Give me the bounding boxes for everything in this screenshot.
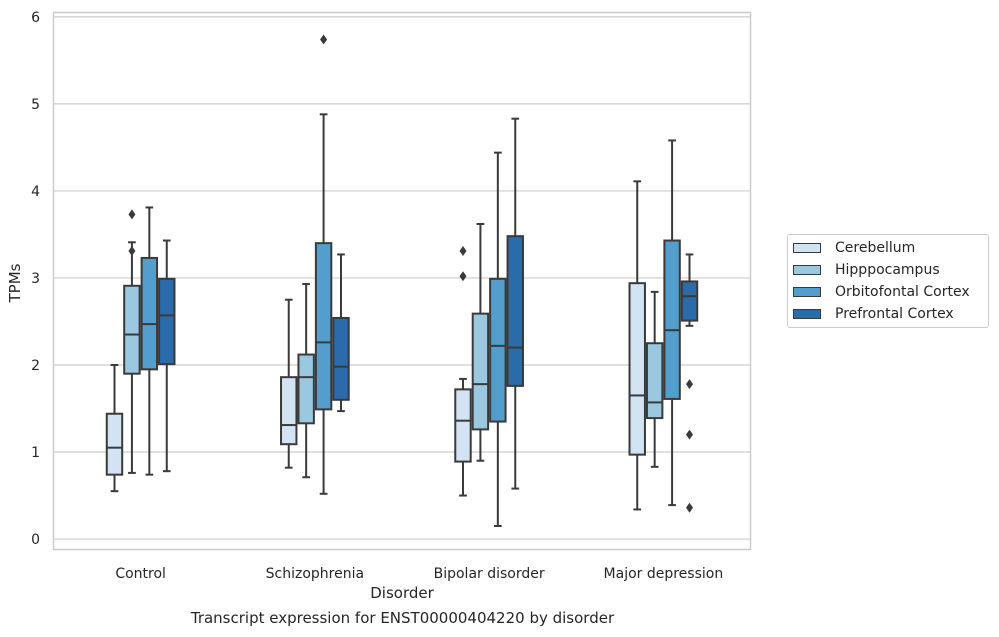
outlier-point bbox=[320, 34, 328, 45]
legend-swatch-cerebellum bbox=[793, 243, 821, 253]
box-2-1 bbox=[314, 34, 333, 495]
y-tick-label: 2 bbox=[31, 358, 40, 374]
legend-item-hippocampus: Hipppocampus bbox=[793, 261, 940, 279]
legend-swatch-orbitofrontal-cortex bbox=[793, 287, 821, 297]
y-tick-label: 0 bbox=[31, 532, 40, 548]
box-0-1 bbox=[280, 298, 298, 469]
legend-swatch-hippocampus bbox=[793, 265, 821, 275]
box-3-0 bbox=[158, 239, 176, 473]
x-tick-label: Major depression bbox=[604, 566, 724, 582]
legend: Cerebellum Hipppocampus Orbitofontal Cor… bbox=[787, 234, 989, 328]
x-axis-title: Disorder bbox=[370, 584, 434, 602]
box-iqr bbox=[506, 235, 524, 387]
box-iqr bbox=[297, 353, 315, 425]
box-1-0 bbox=[123, 209, 141, 474]
x-tick-label: Schizophrenia bbox=[266, 566, 364, 582]
legend-label: Orbitofontal Cortex bbox=[835, 284, 970, 300]
x-tick-label: Control bbox=[115, 566, 166, 582]
y-tick-labels: 0 1 2 3 4 5 6 bbox=[31, 10, 40, 548]
box-iqr bbox=[471, 312, 490, 431]
outlier-point bbox=[459, 271, 467, 282]
legend-item-prefrontal-cortex: Prefrontal Cortex bbox=[793, 305, 954, 323]
box-3-2 bbox=[506, 117, 524, 490]
y-axis-title: TPMs bbox=[6, 263, 24, 303]
y-tick-label: 1 bbox=[31, 445, 40, 461]
box-0-3 bbox=[628, 180, 646, 511]
box-iqr bbox=[645, 342, 664, 420]
box-2-3 bbox=[663, 139, 681, 507]
box-2-2 bbox=[489, 151, 507, 528]
box-0-0 bbox=[105, 363, 124, 493]
box-iqr bbox=[628, 282, 646, 456]
outlier-point bbox=[128, 209, 136, 220]
outlier-point bbox=[459, 245, 467, 256]
box-1-2 bbox=[471, 222, 490, 462]
y-tick-label: 3 bbox=[31, 271, 40, 287]
box-iqr bbox=[280, 376, 298, 446]
legend-item-cerebellum: Cerebellum bbox=[793, 239, 915, 257]
box-0-2 bbox=[454, 245, 472, 497]
box-1-1 bbox=[297, 283, 315, 479]
box-iqr bbox=[105, 412, 124, 476]
box-iqr bbox=[332, 316, 350, 401]
box-2-0 bbox=[140, 206, 159, 476]
box-iqr bbox=[663, 239, 681, 400]
x-tick-label: Bipolar disorder bbox=[434, 566, 545, 582]
x-tick-labels: Control Schizophrenia Bipolar disorder Majo… bbox=[115, 566, 723, 582]
legend-item-orbitofrontal-cortex: Orbitofontal Cortex bbox=[793, 283, 970, 301]
boxes bbox=[105, 34, 699, 528]
outlier-point bbox=[128, 245, 136, 256]
outlier-point bbox=[686, 502, 694, 513]
box-3-3 bbox=[680, 253, 699, 513]
box-1-3 bbox=[645, 290, 664, 468]
box-iqr bbox=[158, 277, 176, 366]
chart-caption: Transcript expression for ENST0000040422… bbox=[190, 609, 615, 627]
box-iqr bbox=[454, 388, 472, 463]
legend-swatch-prefrontal-cortex bbox=[793, 309, 821, 319]
outlier-point bbox=[686, 379, 694, 390]
legend-label: Hipppocampus bbox=[835, 262, 940, 278]
box-iqr bbox=[314, 242, 333, 411]
box-3-1 bbox=[332, 253, 350, 413]
box-iqr bbox=[489, 277, 507, 423]
box-iqr bbox=[680, 280, 699, 322]
y-tick-label: 6 bbox=[31, 10, 40, 26]
y-tick-label: 5 bbox=[31, 97, 40, 113]
plot-frame bbox=[52, 11, 752, 551]
y-tick-label: 4 bbox=[31, 184, 40, 200]
box-iqr bbox=[140, 256, 159, 371]
box-iqr bbox=[123, 284, 141, 375]
outlier-point bbox=[686, 429, 694, 440]
legend-label: Cerebellum bbox=[835, 240, 916, 256]
legend-label: Prefrontal Cortex bbox=[835, 306, 954, 322]
